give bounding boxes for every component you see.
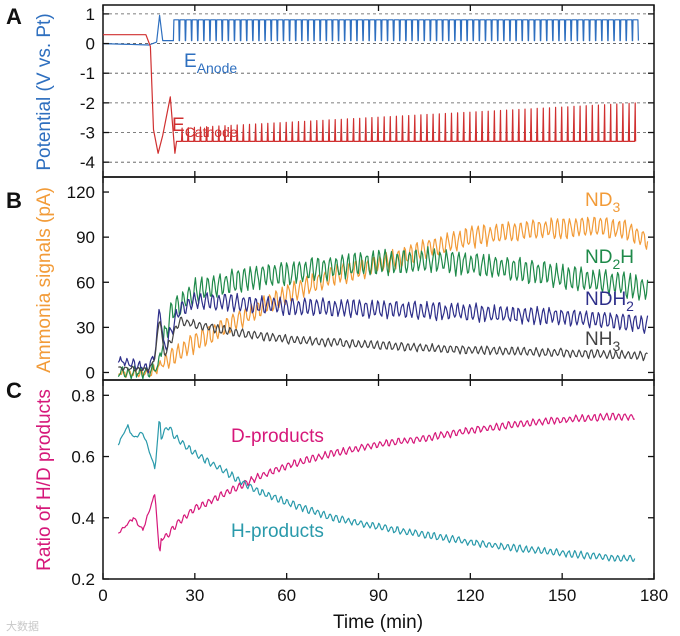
x-tick-label-4: 120 xyxy=(456,586,484,605)
series-line-d_products xyxy=(117,412,635,552)
series-line-nh3 xyxy=(118,316,648,372)
x-tick-label-6: 180 xyxy=(640,586,668,605)
panel-label-b: B xyxy=(6,188,22,213)
y-tick-label-B-2: 60 xyxy=(76,273,95,292)
panel-b-series xyxy=(117,216,649,380)
y-tick-label-C-1: 0.4 xyxy=(71,509,95,528)
x-tick-label-0: 0 xyxy=(98,586,107,605)
panel-a-ylabel: Potential (V vs. Pt) xyxy=(34,13,55,170)
x-axis-title: Time (min) xyxy=(333,612,423,633)
series-label-nd2h: ND2H xyxy=(585,247,634,272)
x-tick-label-2: 60 xyxy=(277,586,296,605)
panel-b-ylabel: Ammonia signals (pA) xyxy=(34,187,55,373)
series-labels: EAnode ECathode ND3 ND2H NDH2 NH3 D-products H-… xyxy=(172,51,634,542)
panel-label-a: A xyxy=(6,4,22,29)
y-tick-label-A-0: 1 xyxy=(86,5,95,24)
y-tick-label-A-5: -4 xyxy=(80,153,95,172)
series-label-nh3: NH3 xyxy=(585,329,620,354)
y-tick-label-B-4: 120 xyxy=(67,183,95,202)
x-tick-label-3: 90 xyxy=(369,586,388,605)
axis-ticks: 1 0 -1 -2 -3 -4 0 30 60 90 120 0.2 0.4 0.6 0.8 0 30 60 90 1… xyxy=(67,5,669,605)
x-tick-label-1: 30 xyxy=(185,586,204,605)
series-label-d_products: D-products xyxy=(231,426,324,447)
series-line-anode xyxy=(102,14,639,46)
y-tick-label-B-1: 30 xyxy=(76,318,95,337)
panel-label-c: C xyxy=(6,378,22,403)
panel-c-series xyxy=(117,412,636,562)
panel-c-frame xyxy=(102,379,655,580)
y-tick-label-A-3: -2 xyxy=(80,94,95,113)
series-line-cathode xyxy=(103,34,637,154)
series-label-nd3: ND3 xyxy=(585,190,620,215)
series-label-cathode: ECathode xyxy=(172,115,238,140)
series-line-h_products xyxy=(117,421,636,562)
y-tick-label-A-4: -3 xyxy=(80,124,95,143)
series-label-anode: EAnode xyxy=(184,51,237,76)
panel-a-series xyxy=(102,14,639,154)
series-label-ndh2: NDH2 xyxy=(585,289,634,314)
x-tick-label-5: 150 xyxy=(548,586,576,605)
y-tick-label-A-2: -1 xyxy=(80,64,95,83)
y-tick-label-C-0: 0.2 xyxy=(71,570,95,589)
y-tick-label-C-2: 0.6 xyxy=(71,448,95,467)
y-tick-label-B-3: 90 xyxy=(76,228,95,247)
series-line-nd2h xyxy=(117,246,649,380)
series-line-ndh2 xyxy=(117,292,649,374)
series-label-h_products: H-products xyxy=(231,521,324,542)
y-tick-label-B-0: 0 xyxy=(86,363,95,382)
panel-c-ylabel: Ratio of H/D products xyxy=(34,389,55,571)
y-tick-label-A-1: 0 xyxy=(86,35,95,54)
series-line-nd3 xyxy=(118,216,649,379)
y-tick-label-C-3: 0.8 xyxy=(71,386,95,405)
watermark-text: 大数据 xyxy=(6,619,39,633)
